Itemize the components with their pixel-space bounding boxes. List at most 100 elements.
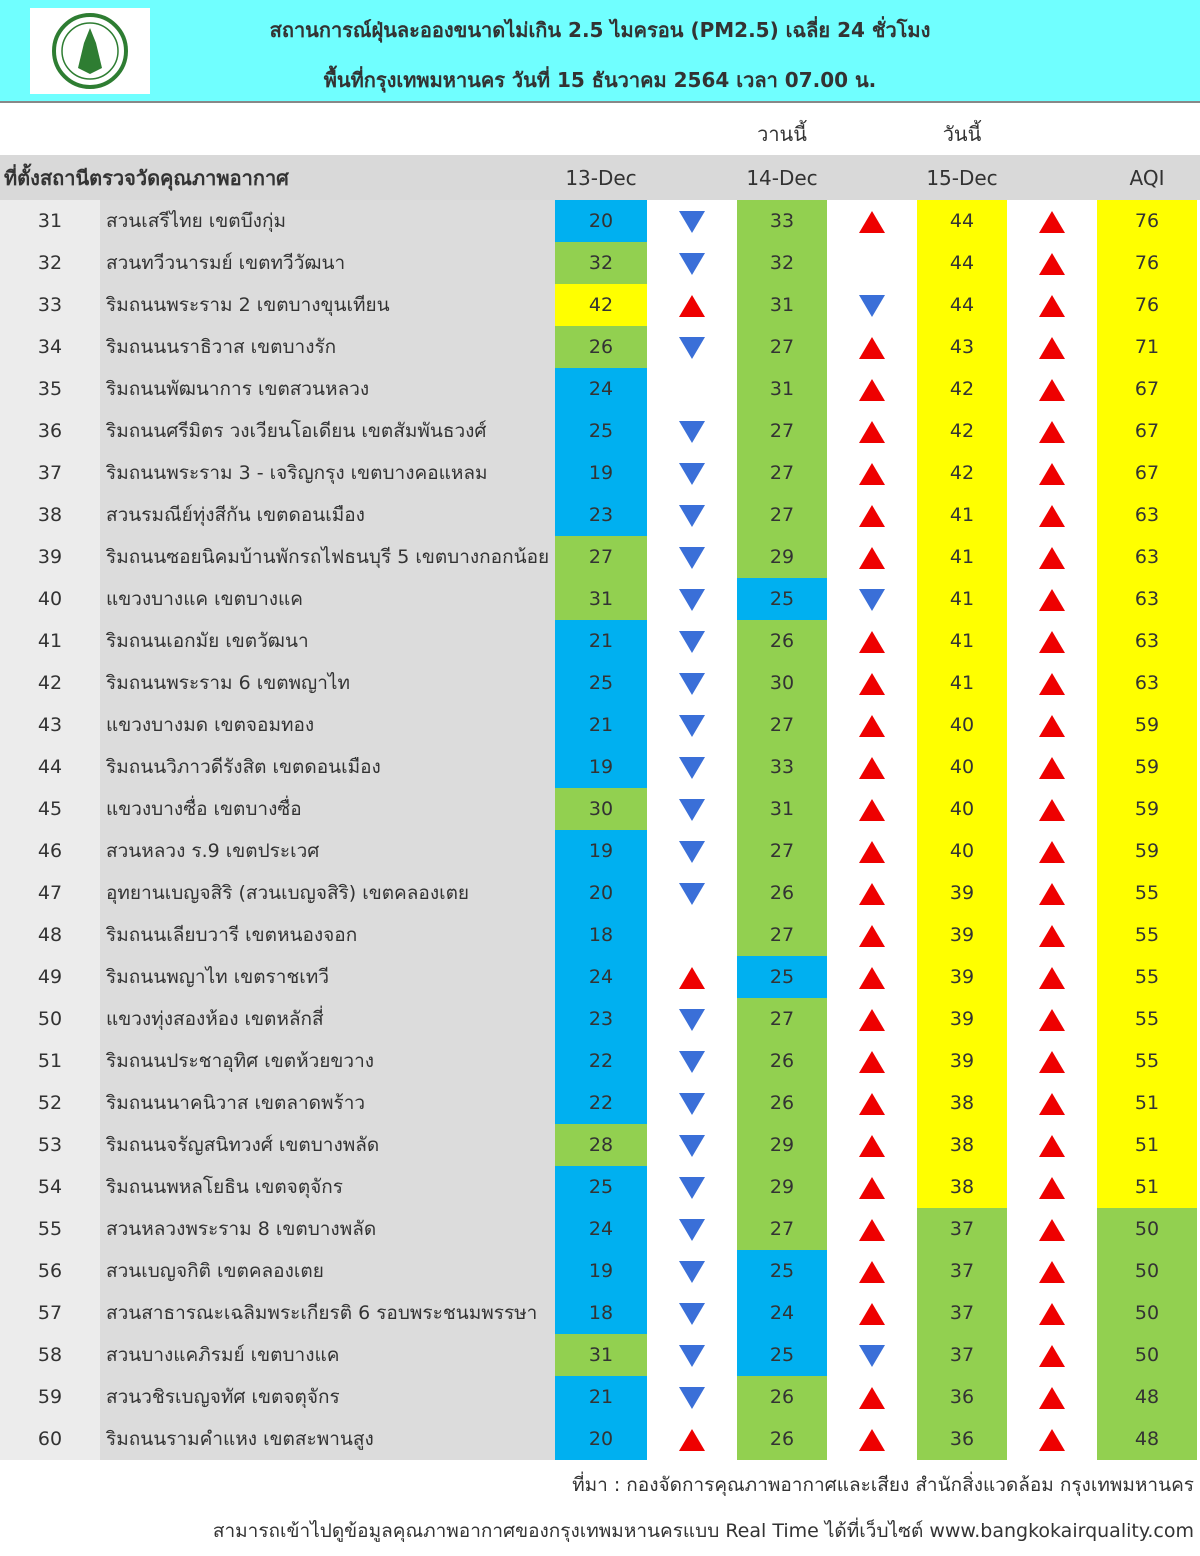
trend-arrow xyxy=(678,630,706,654)
value-cell: 21 xyxy=(555,1376,647,1418)
value-cell: 18 xyxy=(555,1292,647,1334)
value-cell: 41 xyxy=(917,662,1007,704)
value-cell: 24 xyxy=(555,956,647,998)
row-number: 49 xyxy=(37,966,63,988)
station-name: ริมถนนรามคำแหง เขตสะพานสูง xyxy=(106,1428,374,1450)
value-cell: 42 xyxy=(917,452,1007,494)
station-name: ริมถนนพระราม 6 เขตพญาไท xyxy=(106,672,350,694)
row-number: 38 xyxy=(37,504,63,526)
trend-arrow xyxy=(678,1134,706,1158)
trend-arrow xyxy=(678,462,706,486)
value-cell: 76 xyxy=(1097,200,1197,242)
trend-arrow xyxy=(678,210,706,234)
value-cell: 41 xyxy=(917,494,1007,536)
row-number: 46 xyxy=(37,840,63,862)
value-cell: 26 xyxy=(737,1040,827,1082)
station-name: ริมถนนวิภาวดีรังสิต เขตดอนเมือง xyxy=(106,756,381,778)
row-number: 44 xyxy=(37,756,63,778)
trend-arrow xyxy=(858,1134,886,1158)
value-cell: 25 xyxy=(555,662,647,704)
value-cell: 42 xyxy=(917,368,1007,410)
trend-arrow xyxy=(678,966,706,990)
trend-arrow xyxy=(1038,1302,1066,1326)
row-number: 58 xyxy=(37,1344,63,1366)
trend-arrow xyxy=(678,294,706,318)
value-cell: 44 xyxy=(917,242,1007,284)
trend-arrow xyxy=(858,462,886,486)
trend-arrow xyxy=(1038,1134,1066,1158)
trend-arrow xyxy=(678,1218,706,1242)
value-cell: 42 xyxy=(555,284,647,326)
value-cell: 44 xyxy=(917,284,1007,326)
trend-arrow xyxy=(858,210,886,234)
trend-arrow xyxy=(858,630,886,654)
trend-arrow xyxy=(858,1344,886,1368)
station-name: ริมถนนพหลโยธิน เขตจตุจักร xyxy=(106,1176,343,1198)
row-number: 53 xyxy=(37,1134,63,1156)
station-name: ริมถนนศรีมิตร วงเวียนโอเดียน เขตสัมพันธว… xyxy=(106,420,487,442)
station-name: สวนบางแคภิรมย์ เขตบางแค xyxy=(106,1344,340,1366)
value-cell: 19 xyxy=(555,452,647,494)
trend-arrow xyxy=(858,1260,886,1284)
value-cell: 63 xyxy=(1097,620,1197,662)
value-cell: 30 xyxy=(555,788,647,830)
trend-arrow xyxy=(678,1302,706,1326)
station-name: ริมถนนพระราม 3 - เจริญกรุง เขตบางคอแหลม xyxy=(106,462,488,484)
value-cell: 55 xyxy=(1097,1040,1197,1082)
value-cell: 50 xyxy=(1097,1334,1197,1376)
value-cell: 32 xyxy=(737,242,827,284)
trend-arrow xyxy=(1038,504,1066,528)
column-header: 13-Dec xyxy=(565,165,637,190)
value-cell: 55 xyxy=(1097,914,1197,956)
value-cell: 29 xyxy=(737,1124,827,1166)
trend-arrow xyxy=(858,588,886,612)
value-cell: 39 xyxy=(917,956,1007,998)
trend-arrow xyxy=(858,966,886,990)
row-number: 42 xyxy=(37,672,63,694)
value-cell: 41 xyxy=(917,620,1007,662)
station-name: สวนเสรีไทย เขตบึงกุ่ม xyxy=(106,210,286,232)
value-cell: 20 xyxy=(555,872,647,914)
value-cell: 26 xyxy=(555,326,647,368)
value-cell: 39 xyxy=(917,998,1007,1040)
value-cell: 50 xyxy=(1097,1208,1197,1250)
value-cell: 55 xyxy=(1097,956,1197,998)
value-cell: 27 xyxy=(555,536,647,578)
value-cell: 36 xyxy=(917,1376,1007,1418)
logo xyxy=(30,8,150,94)
value-cell: 24 xyxy=(737,1292,827,1334)
trend-arrow xyxy=(858,924,886,948)
trend-arrow xyxy=(1038,1008,1066,1032)
row-number: 55 xyxy=(37,1218,63,1240)
row-number: 48 xyxy=(37,924,63,946)
trend-arrow xyxy=(858,1092,886,1116)
trend-arrow xyxy=(1038,378,1066,402)
value-cell: 76 xyxy=(1097,242,1197,284)
trend-arrow xyxy=(1038,546,1066,570)
trend-arrow xyxy=(858,1008,886,1032)
trend-arrow xyxy=(1038,252,1066,276)
value-cell: 38 xyxy=(917,1166,1007,1208)
trend-arrow xyxy=(858,1176,886,1200)
value-cell: 25 xyxy=(737,1334,827,1376)
station-name: สวนหลวง ร.9 เขตประเวศ xyxy=(106,840,320,862)
value-cell: 38 xyxy=(917,1124,1007,1166)
trend-arrow xyxy=(678,1008,706,1032)
day-label: วันนี้ xyxy=(942,122,982,146)
value-cell: 27 xyxy=(737,1208,827,1250)
trend-arrow xyxy=(1038,924,1066,948)
header: สถานการณ์ฝุ่นละอองขนาดไม่เกิน 2.5 ไมครอน… xyxy=(0,0,1200,103)
trend-arrow xyxy=(678,1344,706,1368)
trend-arrow xyxy=(678,840,706,864)
station-name: ริมถนนเอกมัย เขตวัฒนา xyxy=(106,630,309,652)
value-cell: 27 xyxy=(737,914,827,956)
value-cell: 31 xyxy=(555,578,647,620)
value-cell: 51 xyxy=(1097,1166,1197,1208)
station-name: ริมถนนประชาอุทิศ เขตห้วยขวาง xyxy=(106,1050,375,1072)
value-cell: 39 xyxy=(917,872,1007,914)
value-cell: 42 xyxy=(917,410,1007,452)
trend-arrow xyxy=(1038,588,1066,612)
name-column xyxy=(100,200,555,1460)
trend-arrow xyxy=(858,1302,886,1326)
